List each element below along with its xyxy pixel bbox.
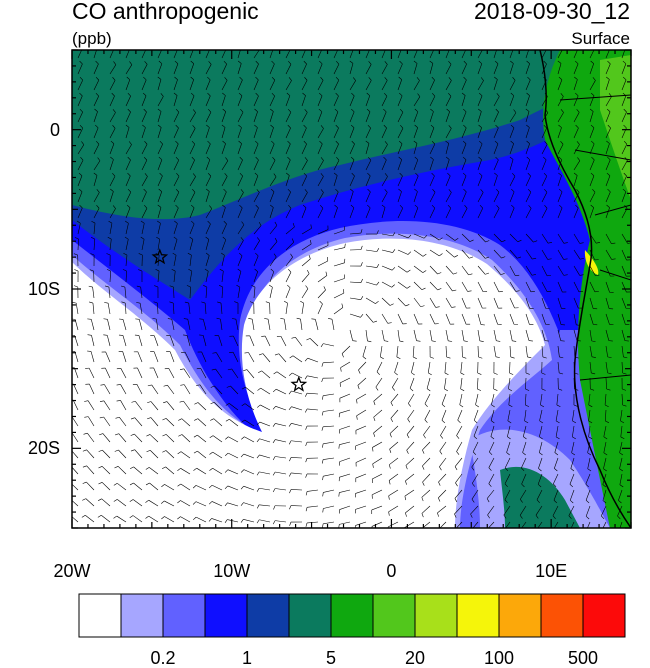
colorbar-box xyxy=(289,594,331,637)
colorbar-box xyxy=(331,594,373,637)
colorbar-box xyxy=(373,594,415,637)
colorbar-label: 20 xyxy=(390,649,440,667)
colorbar-label: 5 xyxy=(306,649,356,667)
colorbar-box xyxy=(79,594,121,637)
colorbar-label: 0.2 xyxy=(138,649,188,667)
colorbar-box xyxy=(205,594,247,637)
colorbar-box xyxy=(541,594,583,637)
colorbar-box xyxy=(247,594,289,637)
y-tick-label: 10S xyxy=(10,280,60,298)
y-tick-label: 0 xyxy=(10,121,60,139)
colorbar-label: 1 xyxy=(222,649,272,667)
colorbar-box xyxy=(499,594,541,637)
colorbar-box xyxy=(163,594,205,637)
y-tick-label: 20S xyxy=(10,439,60,457)
colorbar-box xyxy=(415,594,457,637)
x-tick-label: 0 xyxy=(361,562,421,580)
x-tick-label: 10E xyxy=(521,562,581,580)
colorbar-label: 500 xyxy=(558,649,608,667)
colorbar-label: 100 xyxy=(474,649,524,667)
colorbar xyxy=(79,594,625,637)
x-tick-label: 10W xyxy=(202,562,262,580)
x-tick-label: 20W xyxy=(42,562,102,580)
colorbar-box xyxy=(121,594,163,637)
colorbar-box xyxy=(457,594,499,637)
colorbar-box xyxy=(583,594,625,637)
